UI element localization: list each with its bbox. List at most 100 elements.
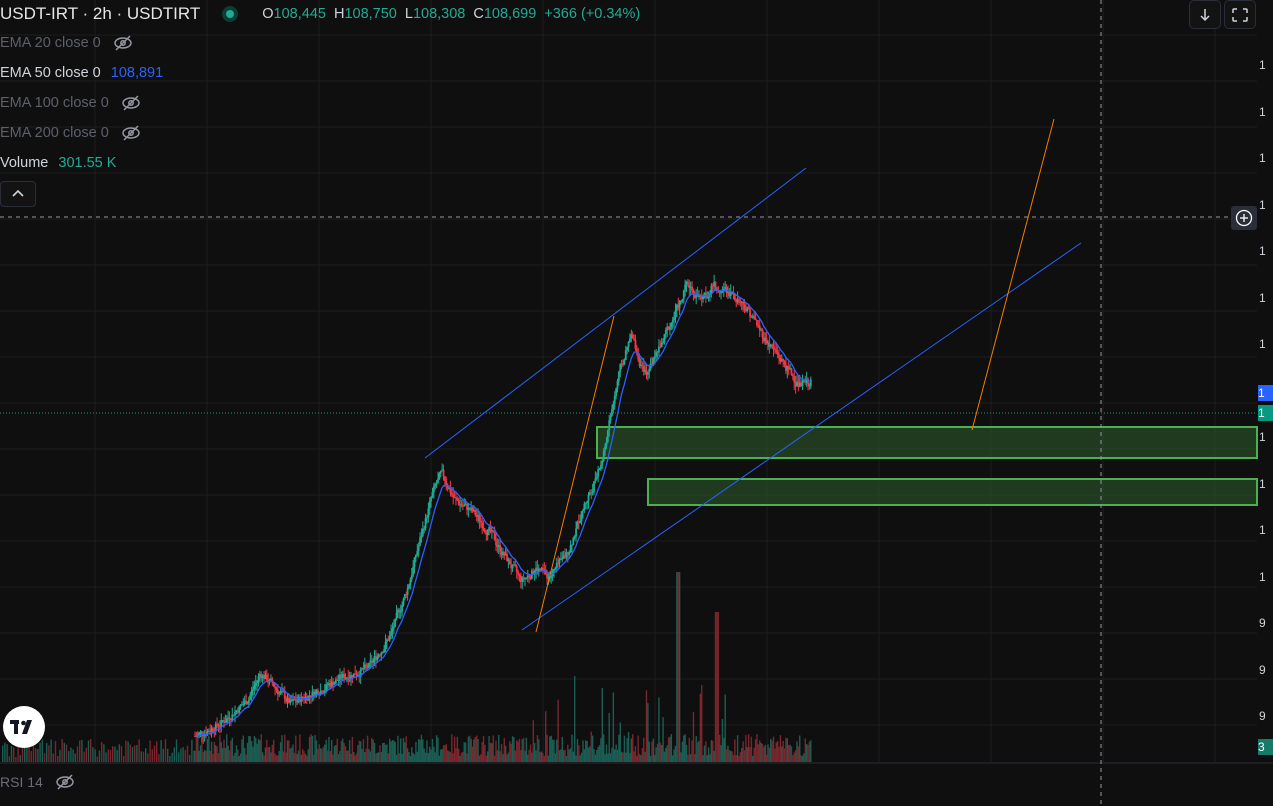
candle-body [336,679,339,681]
indicator-ema-50[interactable]: EMA 50 close 0 108,891 [0,65,163,81]
volume-bar [426,740,428,762]
volume-bar [578,745,580,762]
candle-body [539,568,542,571]
candle-body [805,378,808,383]
volume-bar [800,755,802,762]
volume-bar [778,746,780,762]
candle-body [804,380,807,383]
candle-body [608,420,611,431]
candle-body [463,505,466,507]
eye-off-icon[interactable] [55,774,75,790]
eye-off-icon[interactable] [121,95,141,111]
candle-body [678,301,681,308]
volume-bar [760,742,762,762]
volume-bar [329,751,332,762]
indicator-ema-200[interactable]: EMA 200 close 0 [0,125,141,141]
symbol-title[interactable]: USDT-IRT · 2h · USDTIRT [0,4,201,23]
volume-bar [333,746,336,762]
candle-body [768,342,771,347]
candle-body [794,382,797,387]
volume-bar [377,752,380,762]
add-alert-button[interactable] [1231,206,1257,230]
volume-bar [683,735,685,762]
volume-bar [618,734,620,762]
candle-body [536,567,539,572]
volume-bar [21,741,24,762]
volume-bar [607,753,609,762]
volume-bar [107,749,109,762]
volume-bar [684,734,686,762]
volume-bar [217,753,220,762]
price-axis-label: 1 [1259,58,1266,72]
volume-bar [267,747,269,762]
indicator-volume[interactable]: Volume 301.55 K [0,155,116,171]
candle-body [223,720,225,723]
candle-body [611,409,613,416]
volume-bar [589,746,591,762]
candle-body [473,509,475,512]
candle-body [508,559,511,565]
volume-bar [626,738,628,762]
volume-bar [4,742,6,762]
volume-bar [631,734,634,762]
candle-body [478,515,481,521]
volume-bars [2,572,812,762]
volume-bar [318,744,320,762]
volume-bar [30,751,32,762]
eye-off-icon[interactable] [113,35,133,51]
indicator-ema-20[interactable]: EMA 20 close 0 [0,35,133,51]
candle-body [744,310,747,312]
candle-body [577,521,580,524]
candle-body [550,576,553,578]
volume-bar [546,734,548,762]
rsi-pane-legend[interactable]: RSI 14 [0,774,75,790]
collapse-legend-button[interactable] [0,181,36,207]
volume-bar [409,755,412,762]
volume-bar [28,741,30,762]
volume-bar [194,750,196,762]
eye-off-icon[interactable] [121,125,141,141]
indicator-label: EMA 200 close 0 [0,125,109,141]
candle-body [316,690,319,695]
volume-bar [186,745,189,762]
candle-body [441,469,444,471]
volume-bar [220,741,222,762]
volume-bar [672,755,674,762]
fullscreen-button[interactable] [1224,0,1256,29]
volume-bar [46,742,48,762]
candle-body [711,285,714,287]
candle-body [310,695,312,698]
candle-body [688,284,691,289]
candle-body [352,673,355,678]
candle-body [571,544,573,546]
volume-bar [209,750,211,762]
candle-body [434,484,437,487]
candle-body [206,731,209,735]
candle-body [572,538,575,545]
volume-bar [549,736,551,762]
download-button[interactable] [1189,0,1221,29]
candle-body [739,301,742,303]
indicator-ema-100[interactable]: EMA 100 close 0 [0,95,141,111]
candle-body [289,699,292,703]
tradingview-logo-icon[interactable] [3,706,45,748]
volume-bar [805,743,808,762]
candle-body [555,562,558,568]
volume-bar [742,741,744,762]
volume-bar [433,746,435,762]
volume-bar [789,744,791,762]
volume-bar [554,753,557,762]
volume-bar [810,740,812,762]
volume-bar [158,754,160,762]
volume-bar [594,754,597,762]
candle-body [776,352,779,355]
candle-body [790,368,793,375]
volume-bar [495,740,497,762]
indicator-label: Volume [0,155,49,171]
volume-bar [765,754,768,762]
volume-bar [286,740,289,762]
volume-bar [698,740,700,762]
volume-bar [460,752,463,762]
